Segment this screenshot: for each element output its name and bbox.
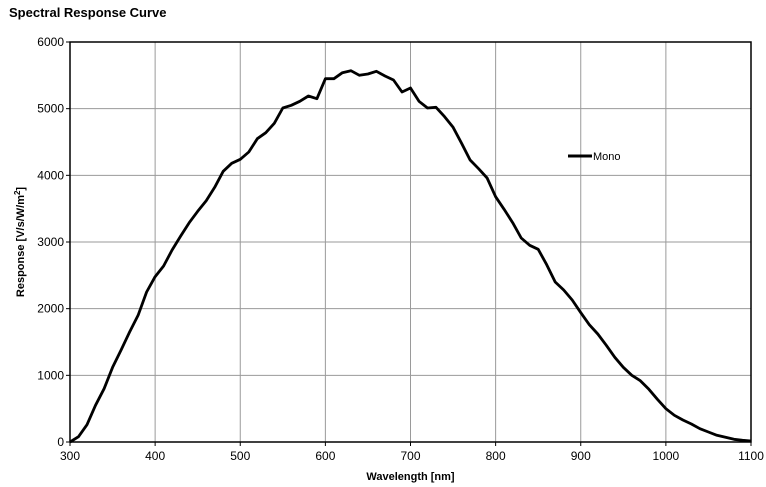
legend-label-mono: Mono: [593, 151, 621, 163]
grid-lines: [66, 41, 752, 446]
chart-title: Spectral Response Curve: [9, 5, 167, 20]
y-axis-label-end: ]: [15, 187, 27, 191]
y-tick-label: 2000: [37, 302, 64, 316]
y-axis-label: Response [V/s/W/m2]: [13, 187, 27, 298]
x-tick-label: 1000: [653, 449, 680, 463]
y-tick-label: 4000: [37, 168, 64, 182]
y-axis-label-main: Response [V/s/W/m: [15, 195, 27, 297]
x-tick-label: 700: [400, 449, 420, 463]
x-tick-label: 1100: [738, 449, 764, 463]
y-tick-label: 5000: [37, 102, 64, 116]
y-tick-label: 6000: [37, 35, 64, 49]
x-tick-label: 800: [486, 449, 506, 463]
x-tick-label: 600: [315, 449, 335, 463]
y-tick-label: 1000: [37, 368, 64, 382]
legend: Mono: [568, 151, 621, 163]
x-axis-label: Wavelength [nm]: [366, 471, 455, 483]
y-tick-labels: 0 1000 2000 3000 4000 5000 6000: [37, 35, 64, 449]
series-line-mono: [69, 69, 752, 444]
y-axis-label-superscript: 2: [13, 190, 22, 195]
x-tick-label: 500: [230, 449, 250, 463]
x-tick-label: 400: [145, 449, 165, 463]
y-tick-label: 3000: [37, 235, 64, 249]
x-tick-labels: 300 400 500 600 700 800 900 1000 1100: [60, 449, 764, 463]
series-lines: [69, 69, 752, 444]
x-tick-label: 900: [571, 449, 591, 463]
plot-frame: [69, 41, 752, 443]
x-tick-label: 300: [60, 449, 80, 463]
y-tick-label: 0: [57, 435, 64, 449]
